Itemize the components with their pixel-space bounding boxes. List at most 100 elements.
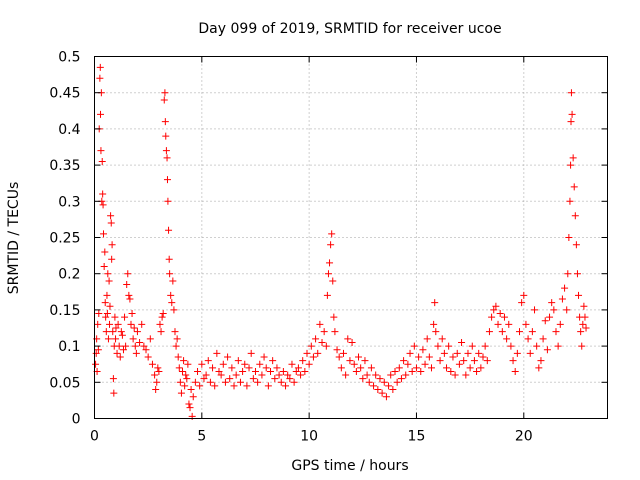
data-point-marker bbox=[131, 342, 139, 350]
data-point-marker bbox=[473, 367, 481, 375]
data-point-marker bbox=[408, 367, 416, 375]
data-point-marker bbox=[160, 96, 168, 104]
data-point-marker bbox=[271, 375, 279, 383]
data-point-marker bbox=[164, 197, 172, 205]
data-point-marker bbox=[290, 378, 298, 386]
data-point-marker bbox=[251, 367, 259, 375]
data-point-marker bbox=[528, 328, 536, 336]
data-point-marker bbox=[174, 353, 182, 361]
data-point-marker bbox=[224, 353, 232, 361]
data-point-marker bbox=[412, 364, 420, 372]
data-point-marker bbox=[579, 320, 587, 328]
data-point-marker bbox=[284, 371, 292, 379]
data-point-marker bbox=[462, 371, 470, 379]
data-point-marker bbox=[97, 110, 105, 118]
data-point-marker bbox=[172, 342, 180, 350]
data-point-marker bbox=[524, 335, 532, 343]
data-point-marker bbox=[580, 302, 588, 310]
data-point-marker bbox=[119, 346, 127, 354]
data-point-marker bbox=[95, 310, 103, 318]
data-point-marker bbox=[458, 338, 466, 346]
data-point-marker bbox=[378, 389, 386, 397]
data-point-marker bbox=[515, 328, 523, 336]
data-point-marker bbox=[395, 364, 403, 372]
data-point-marker bbox=[400, 357, 408, 365]
data-point-marker bbox=[114, 320, 122, 328]
data-point-marker bbox=[112, 324, 120, 332]
data-point-marker bbox=[275, 371, 283, 379]
data-point-marker bbox=[106, 302, 114, 310]
data-point-marker bbox=[581, 313, 589, 321]
data-point-marker bbox=[144, 353, 152, 361]
data-point-marker bbox=[142, 346, 150, 354]
data-point-marker bbox=[483, 357, 491, 365]
data-point-marker bbox=[421, 360, 429, 368]
data-point-marker bbox=[126, 295, 134, 303]
data-point-marker bbox=[339, 349, 347, 357]
data-point-marker bbox=[115, 342, 123, 350]
data-point-marker bbox=[170, 306, 178, 314]
data-point-marker bbox=[108, 255, 116, 263]
data-point-marker bbox=[202, 371, 210, 379]
data-point-marker bbox=[318, 338, 326, 346]
data-point-marker bbox=[572, 241, 580, 249]
data-point-marker bbox=[176, 378, 184, 386]
data-point-marker bbox=[109, 375, 117, 383]
data-point-marker bbox=[539, 335, 547, 343]
data-point-marker bbox=[329, 277, 337, 285]
data-point-marker bbox=[568, 110, 576, 118]
data-point-marker bbox=[543, 346, 551, 354]
data-point-marker bbox=[140, 342, 148, 350]
data-point-marker bbox=[374, 386, 382, 394]
data-point-marker bbox=[382, 393, 390, 401]
data-point-marker bbox=[346, 357, 354, 365]
data-point-marker bbox=[169, 277, 177, 285]
data-point-marker bbox=[445, 342, 453, 350]
data-point-marker bbox=[101, 248, 109, 256]
data-point-marker bbox=[256, 360, 264, 368]
data-point-marker bbox=[184, 360, 192, 368]
data-point-marker bbox=[389, 386, 397, 394]
data-point-marker bbox=[577, 328, 585, 336]
y-tick-label: 0.2 bbox=[58, 267, 80, 283]
data-point-marker bbox=[533, 342, 541, 350]
data-point-marker bbox=[191, 378, 199, 386]
data-point-marker bbox=[511, 367, 519, 375]
data-point-marker bbox=[363, 371, 371, 379]
data-point-marker bbox=[419, 346, 427, 354]
data-point-marker bbox=[243, 382, 251, 390]
data-point-marker bbox=[102, 328, 110, 336]
data-point-marker bbox=[436, 357, 444, 365]
data-point-marker bbox=[130, 324, 138, 332]
data-point-marker bbox=[194, 367, 202, 375]
data-point-marker bbox=[92, 360, 100, 368]
x-axis-tick-labels: 0 5 10 15 20 bbox=[90, 429, 533, 445]
data-point-marker bbox=[571, 212, 579, 220]
data-point-marker bbox=[236, 378, 244, 386]
data-point-marker bbox=[260, 353, 268, 361]
data-point-marker bbox=[303, 349, 311, 357]
data-point-marker bbox=[498, 328, 506, 336]
data-point-marker bbox=[558, 295, 566, 303]
data-point-marker bbox=[393, 378, 401, 386]
data-point-marker bbox=[104, 270, 112, 278]
data-point-marker bbox=[112, 335, 120, 343]
y-tick-label: 0.1 bbox=[58, 339, 80, 355]
data-point-marker bbox=[406, 349, 414, 357]
data-point-marker bbox=[118, 331, 126, 339]
x-tick-label: 0 bbox=[90, 429, 99, 445]
y-tick-label: 0.15 bbox=[49, 303, 80, 319]
data-point-marker bbox=[181, 382, 189, 390]
data-point-marker bbox=[247, 349, 255, 357]
data-point-marker bbox=[163, 176, 171, 184]
data-point-marker bbox=[165, 255, 173, 263]
data-point-marker bbox=[431, 299, 439, 307]
data-point-marker bbox=[322, 342, 330, 350]
data-point-marker bbox=[121, 313, 129, 321]
data-point-marker bbox=[443, 364, 451, 372]
data-point-marker bbox=[288, 360, 296, 368]
data-point-marker bbox=[102, 313, 110, 321]
data-point-marker bbox=[161, 118, 169, 126]
data-point-marker bbox=[110, 389, 118, 397]
